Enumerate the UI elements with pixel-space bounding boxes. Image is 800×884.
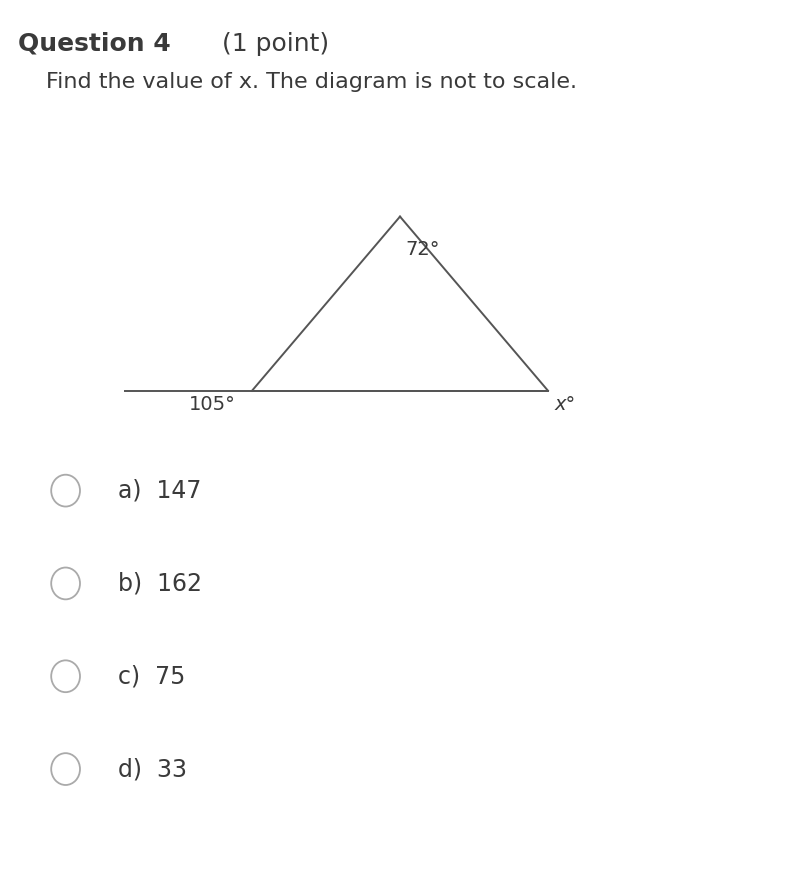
Text: x°: x° [554, 395, 576, 414]
Text: Find the value of x. The diagram is not to scale.: Find the value of x. The diagram is not … [46, 72, 578, 93]
Text: (1 point): (1 point) [214, 32, 329, 56]
Text: b)  162: b) 162 [118, 571, 202, 596]
Text: d)  33: d) 33 [118, 757, 187, 781]
Text: 72°: 72° [406, 240, 440, 259]
Text: 105°: 105° [189, 395, 236, 414]
Text: Question 4: Question 4 [18, 32, 170, 56]
Text: c)  75: c) 75 [118, 664, 186, 689]
Text: a)  147: a) 147 [118, 478, 202, 503]
